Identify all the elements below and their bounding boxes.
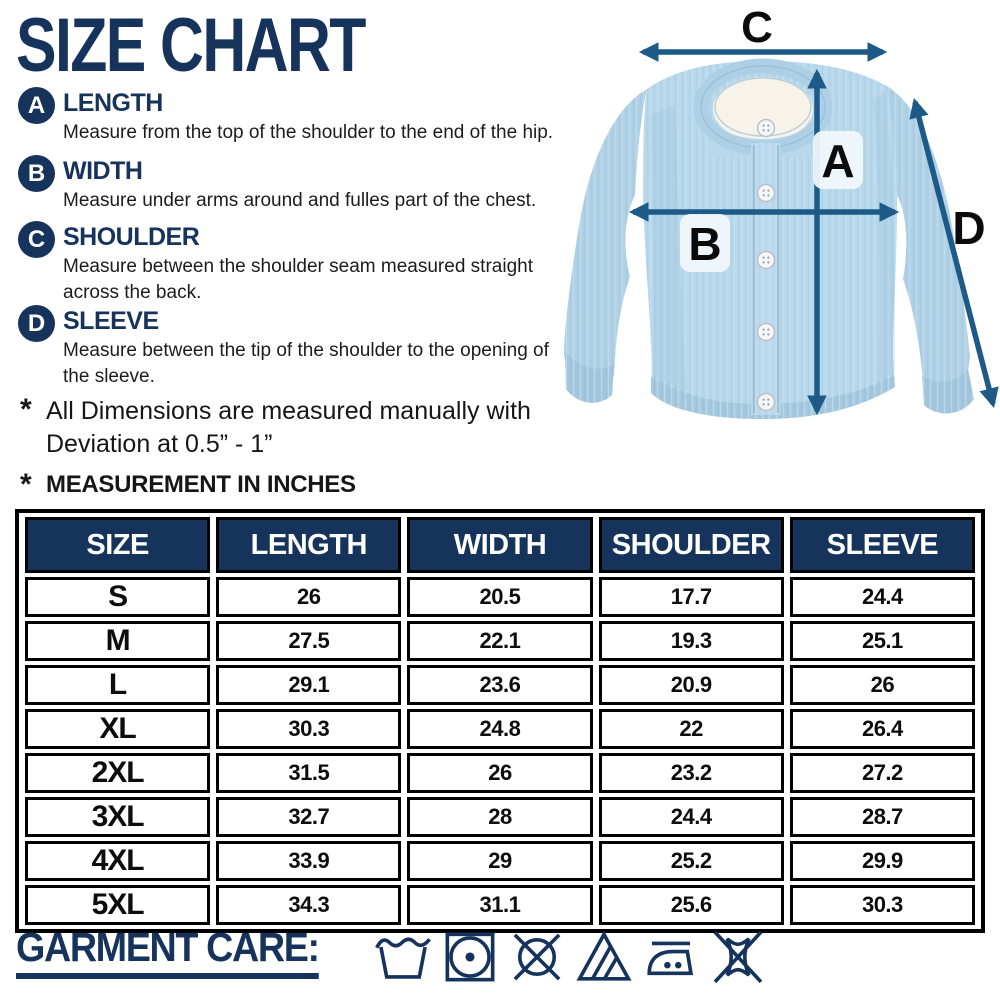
cell-width: 31.1 [407, 885, 593, 925]
measure-badge-d: D [18, 305, 55, 342]
cell-shoulder: 24.4 [598, 797, 784, 837]
do-not-wring-icon [713, 930, 763, 984]
arrow-sleeve-d [909, 98, 999, 408]
measure-name-width: WIDTH [63, 157, 143, 185]
measurement-item-shoulder: C SHOULDER Measure between the shoulder … [18, 220, 563, 306]
cell-size: XL [25, 709, 211, 749]
machine-wash-icon [375, 937, 431, 979]
measure-desc-sleeve: Measure between the tip of the shoulder … [63, 340, 549, 387]
cell-sleeve: 28.7 [789, 797, 975, 837]
label-width-b: B [688, 218, 721, 270]
cell-length: 26 [216, 577, 402, 617]
cell-sleeve: 29.9 [789, 841, 975, 881]
note-units: * MEASUREMENT IN INCHES [20, 468, 356, 501]
asterisk: * [20, 468, 32, 501]
cell-sleeve: 26 [789, 665, 975, 705]
tumble-dry-icon [445, 932, 495, 982]
cell-shoulder: 20.9 [598, 665, 784, 705]
column-header-size: SIZE [25, 517, 211, 573]
cell-length: 31.5 [216, 753, 402, 793]
note-deviation: * All Dimensions are measured manually w… [20, 395, 546, 461]
cell-shoulder: 23.2 [598, 753, 784, 793]
size-table: SIZE LENGTH WIDTH SHOULDER SLEEVE S 26 2… [15, 509, 985, 933]
cell-width: 26 [407, 753, 593, 793]
cell-sleeve: 24.4 [789, 577, 975, 617]
cell-size: S [25, 577, 211, 617]
cell-shoulder: 25.2 [598, 841, 784, 881]
label-halo [680, 214, 730, 272]
measurement-item-sleeve: D SLEEVE Measure between the tip of the … [18, 304, 563, 390]
table-row: L 29.1 23.6 20.9 26 [25, 665, 975, 705]
cell-width: 28 [407, 797, 593, 837]
cell-length: 27.5 [216, 621, 402, 661]
measure-badge-c: C [18, 221, 55, 258]
table-row: 4XL 33.9 29 25.2 29.9 [25, 841, 975, 881]
cell-width: 20.5 [407, 577, 593, 617]
table-row: S 26 20.5 17.7 24.4 [25, 577, 975, 617]
table-row: XL 30.3 24.8 22 26.4 [25, 709, 975, 749]
measurement-item-length: A LENGTH Measure from the top of the sho… [18, 86, 608, 146]
measure-badge-b: B [18, 155, 55, 192]
cell-size: M [25, 621, 211, 661]
cell-shoulder: 17.7 [598, 577, 784, 617]
label-sleeve-d: D [952, 202, 985, 254]
cell-width: 24.8 [407, 709, 593, 749]
cell-size: 2XL [25, 753, 211, 793]
measure-name-shoulder: SHOULDER [63, 223, 200, 251]
table-row: M 27.5 22.1 19.3 25.1 [25, 621, 975, 661]
cell-width: 22.1 [407, 621, 593, 661]
column-header-width: WIDTH [407, 517, 593, 573]
cell-shoulder: 25.6 [598, 885, 784, 925]
cell-sleeve: 26.4 [789, 709, 975, 749]
measure-name-sleeve: SLEEVE [63, 307, 159, 335]
cell-size: 5XL [25, 885, 211, 925]
cell-width: 23.6 [407, 665, 593, 705]
cell-width: 29 [407, 841, 593, 881]
measure-desc-length: Measure from the top of the shoulder to … [63, 122, 554, 143]
cell-size: 3XL [25, 797, 211, 837]
label-halo [813, 131, 863, 189]
cell-sleeve: 30.3 [789, 885, 975, 925]
garment-care-heading: GARMENT CARE: [16, 924, 320, 979]
table-row: 3XL 32.7 28 24.4 28.7 [25, 797, 975, 837]
cell-size: 4XL [25, 841, 211, 881]
measurement-item-width: B WIDTH Measure under arms around and fu… [18, 154, 608, 214]
non-chlorine-bleach-icon [576, 930, 632, 981]
iron-medium-icon [647, 941, 694, 976]
cell-sleeve: 27.2 [789, 753, 975, 793]
measure-desc-width: Measure under arms around and fulles par… [63, 190, 537, 211]
table-row: 5XL 34.3 31.1 25.6 30.3 [25, 885, 975, 925]
column-header-length: LENGTH [216, 517, 402, 573]
cell-sleeve: 25.1 [789, 621, 975, 661]
column-header-shoulder: SHOULDER [598, 517, 784, 573]
column-header-sleeve: SLEEVE [789, 517, 975, 573]
label-shoulder-c: C [741, 5, 773, 52]
cell-shoulder: 19.3 [598, 621, 784, 661]
asterisk: * [20, 393, 32, 426]
page-title: SIZE CHART [16, 3, 366, 88]
cell-length: 34.3 [216, 885, 402, 925]
do-not-dry-clean-icon [513, 933, 561, 981]
measure-badge-a: A [18, 87, 55, 124]
jacket-left-sleeve [564, 89, 647, 403]
label-length-a: A [821, 135, 854, 187]
cell-size: L [25, 665, 211, 705]
measure-name-length: LENGTH [63, 89, 163, 117]
cell-shoulder: 22 [598, 709, 784, 749]
jacket-illustration: C A B D [564, 5, 999, 419]
cell-length: 30.3 [216, 709, 402, 749]
cell-length: 32.7 [216, 797, 402, 837]
measure-desc-shoulder: Measure between the shoulder seam measur… [63, 256, 533, 303]
cell-length: 33.9 [216, 841, 402, 881]
cell-length: 29.1 [216, 665, 402, 705]
jacket-buttons [756, 118, 776, 412]
garment-care-icons [374, 928, 767, 986]
size-table-header-row: SIZE LENGTH WIDTH SHOULDER SLEEVE [25, 517, 975, 573]
table-row: 2XL 31.5 26 23.2 27.2 [25, 753, 975, 793]
